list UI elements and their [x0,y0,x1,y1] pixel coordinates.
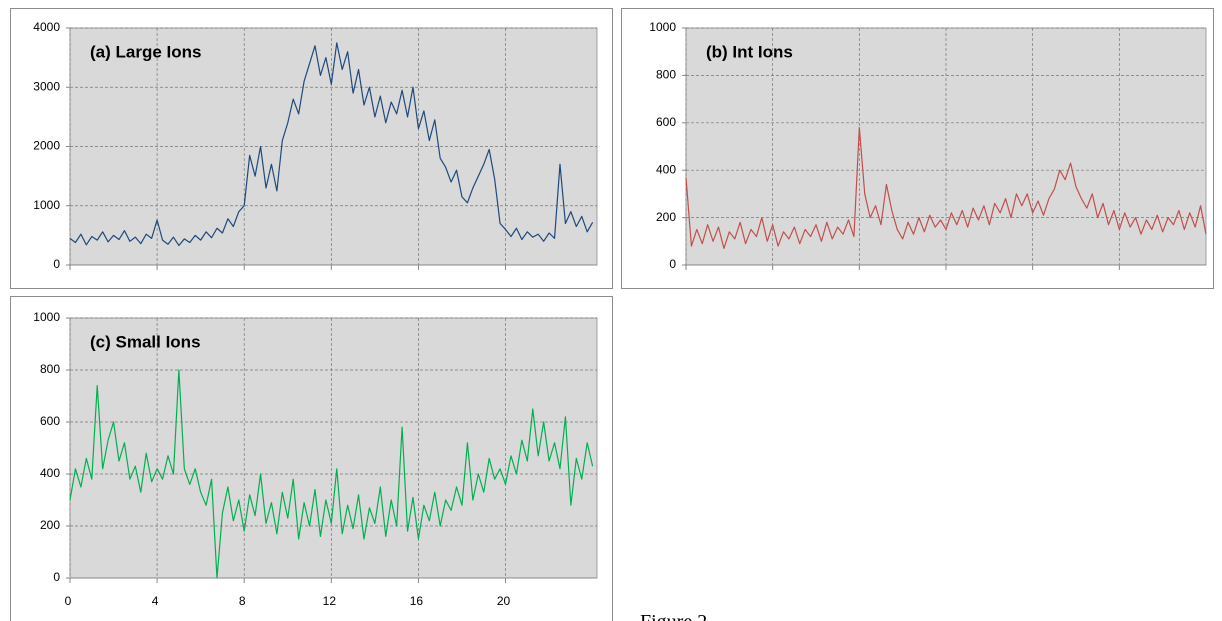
y-tick-label: 1000 [649,20,676,34]
y-tick-label: 1000 [33,310,60,324]
chart-panel: 0 1000 2000 3000 4000 (a) Large Ions [10,8,613,289]
y-tick-label: 800 [40,362,60,376]
data-line [685,126,1207,250]
x-tick-label: 16 [410,594,424,608]
y-tick-label: 600 [40,414,60,428]
data-line [69,42,594,247]
y-tick-label: 600 [656,115,676,129]
chart-title: (b) Int Ions [706,42,793,61]
x-tick-label: 12 [323,594,337,608]
y-tick-label: 0 [669,257,676,271]
y-tick-label: 3000 [33,79,60,93]
x-tick-label: 20 [497,594,511,608]
y-tick-label: 800 [656,68,676,82]
y-tick-label: 0 [53,257,60,271]
y-tick-label: 200 [656,210,676,224]
caption: Figure 2 [640,611,707,621]
chart-panel: 0 200 400 600 800 1000 0 4 8 12 16 20 (c) Small Ions [10,296,613,621]
y-tick-label: 2000 [33,139,60,153]
chart-panel: 0 200 400 600 800 1000 (b) Int Ions [621,8,1214,289]
chart-title: (c) Small Ions [90,332,201,351]
y-tick-label: 0 [53,570,60,584]
y-tick-label: 200 [40,518,60,532]
chart-title: (a) Large Ions [90,42,201,61]
y-tick-label: 400 [40,466,60,480]
data-line [69,369,594,579]
plot-area [69,317,598,579]
x-tick-label: 4 [152,594,159,608]
x-tick-label: 8 [239,594,246,608]
y-tick-label: 400 [656,162,676,176]
y-tick-label: 1000 [33,198,60,212]
x-tick-label: 0 [65,594,72,608]
y-tick-label: 4000 [33,20,60,34]
